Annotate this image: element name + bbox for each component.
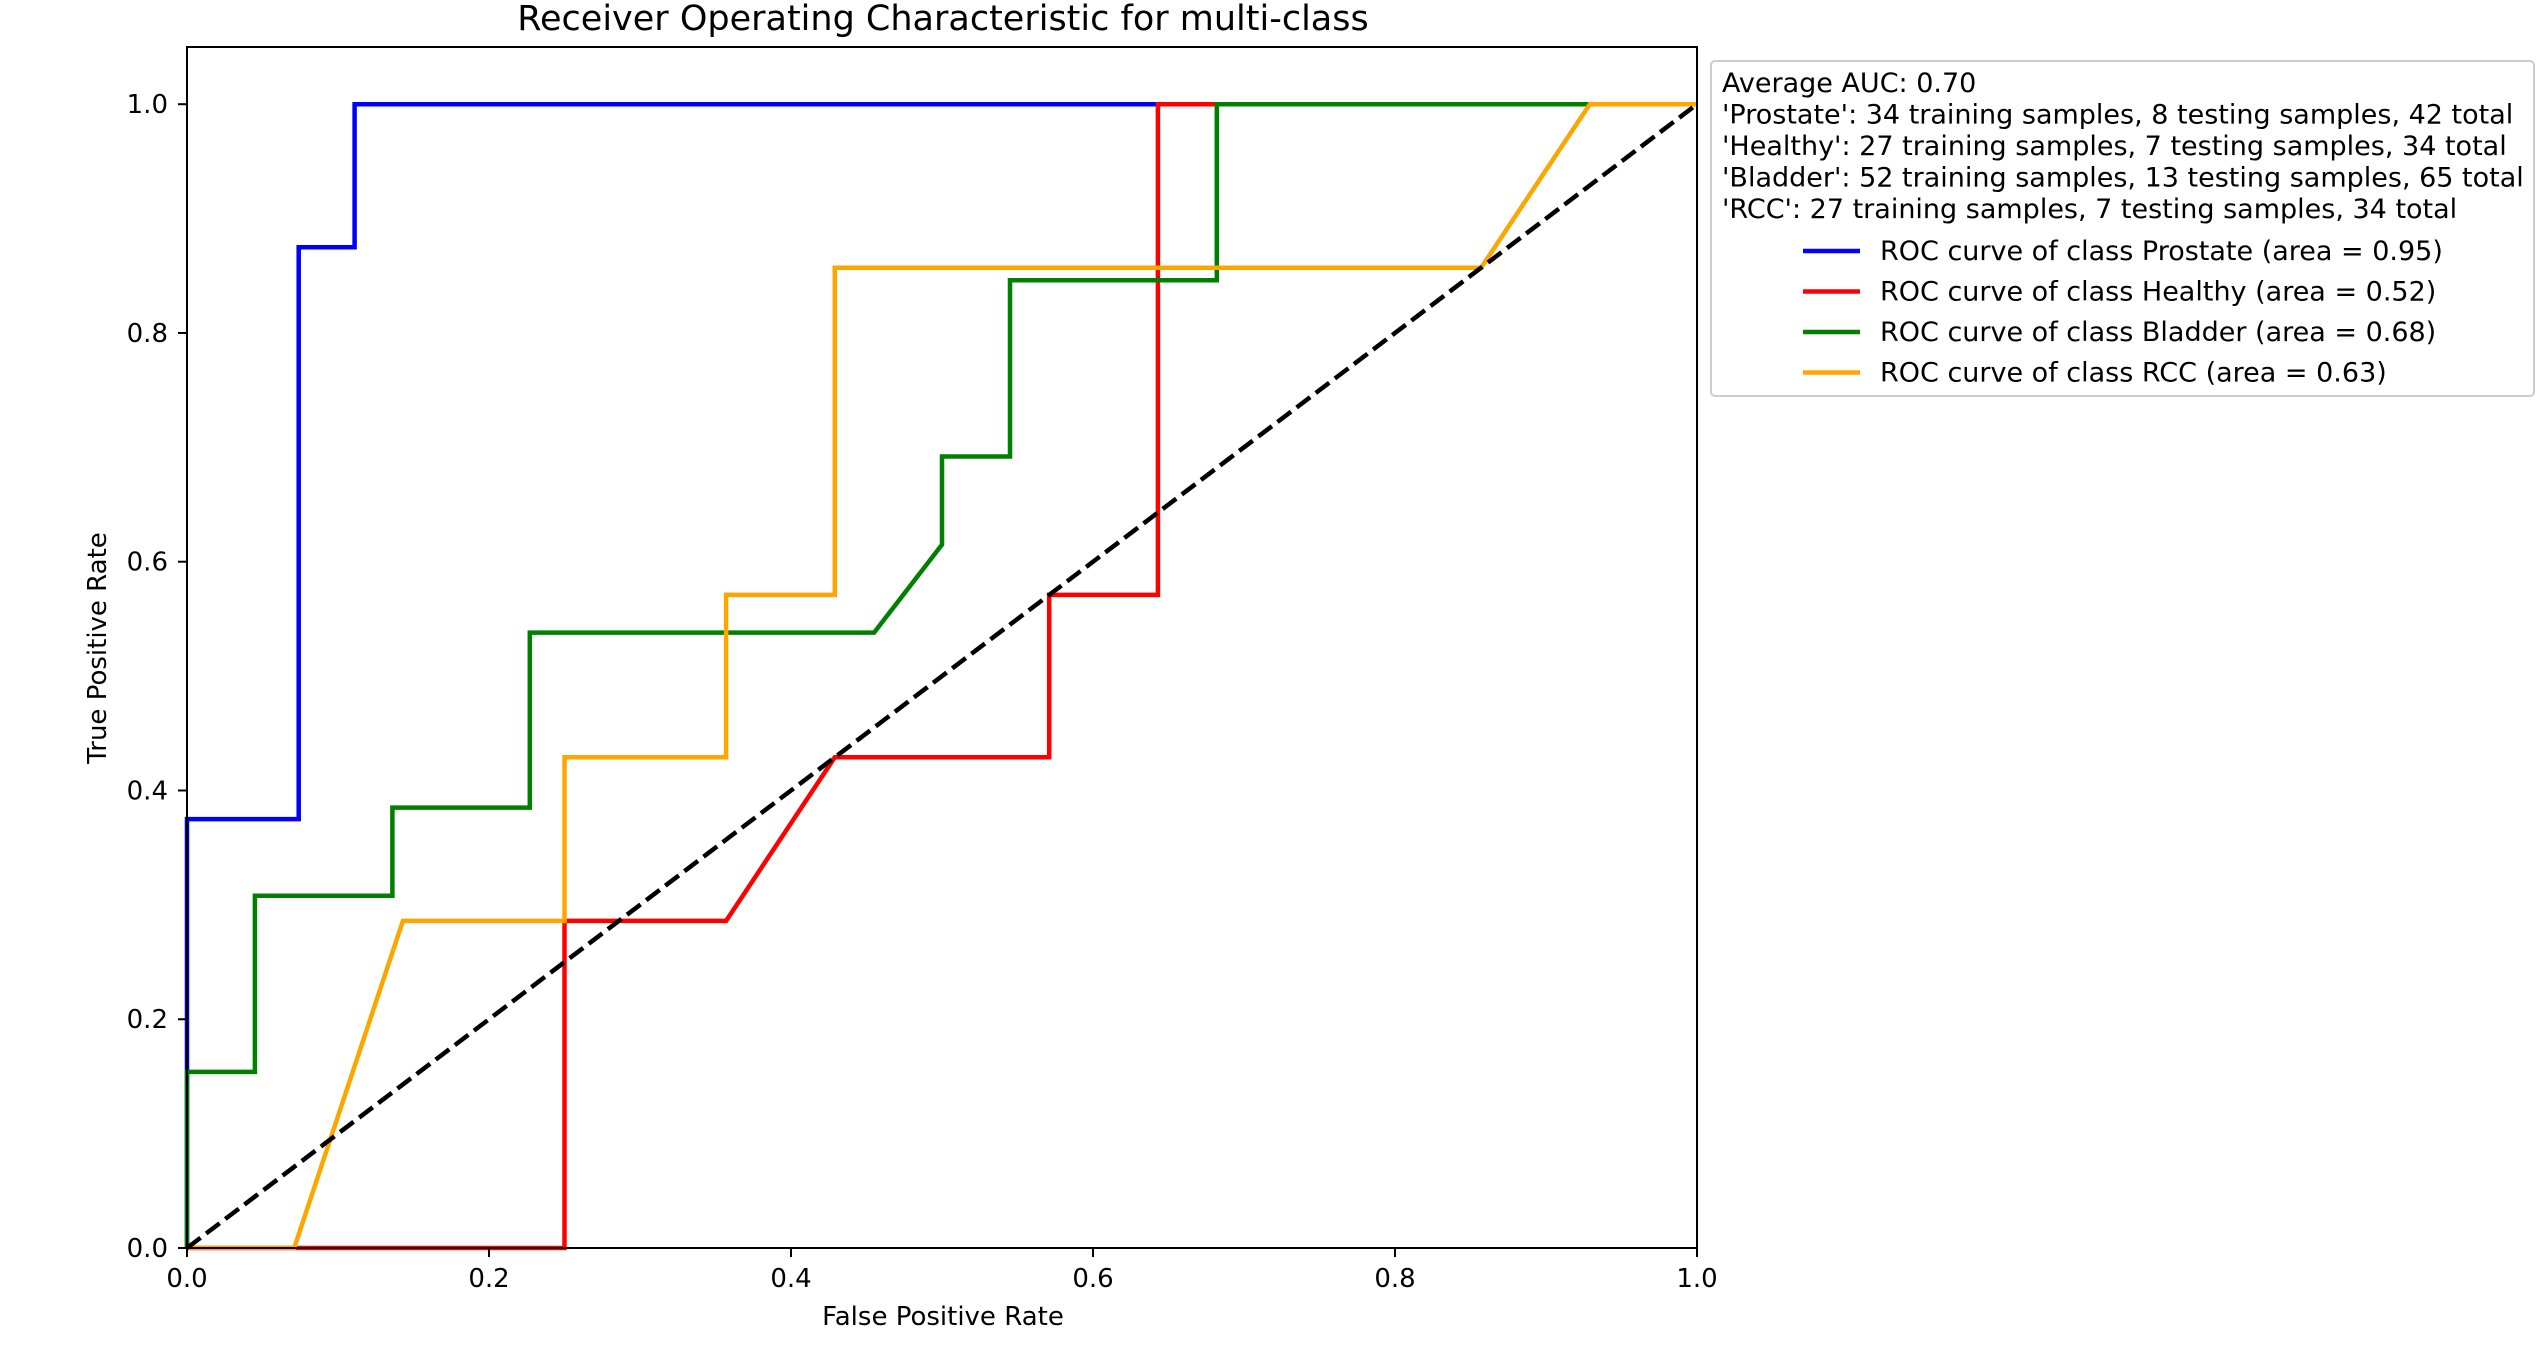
legend-box [1710,60,2535,397]
x-tick-label: 0.0 [166,1264,207,1294]
y-tick-label: 0.8 [127,319,168,349]
chart-title: Receiver Operating Characteristic for mu… [517,0,1368,39]
x-tick-label: 0.4 [770,1264,811,1294]
y-tick-label: 1.0 [127,90,168,120]
legend-note: Average AUC: 0.70 [1722,68,1976,99]
y-tick-label: 0.6 [127,548,168,578]
legend-note: 'RCC': 27 training samples, 7 testing sa… [1722,194,2457,225]
axes-frame [186,46,1698,1249]
series-line-3 [184,101,1697,1248]
y-tick-label: 0.0 [127,1234,168,1264]
legend-note: 'Prostate': 34 training samples, 8 testi… [1722,100,2513,131]
legend-entry-label: ROC curve of class Healthy (area = 0.52) [1880,277,2436,308]
series-line-2 [187,101,1697,1251]
legend-entry-label: ROC curve of class Bladder (area = 0.68) [1880,317,2436,348]
legend-entry-label: ROC curve of class Prostate (area = 0.95… [1880,236,2443,267]
y-axis-label: True Positive Rate [83,532,113,765]
series-line-4 [187,101,1697,1251]
x-tick-label: 0.8 [1374,1264,1415,1294]
x-tick-label: 0.6 [1072,1264,1113,1294]
plot-area [184,101,1699,1251]
x-tick-label: 1.0 [1676,1264,1717,1294]
x-axis-label: False Positive Rate [822,1302,1064,1332]
legend-note: 'Healthy': 27 training samples, 7 testin… [1722,131,2507,162]
chance-diagonal-line [185,102,1699,1250]
y-tick-label: 0.2 [127,1005,168,1035]
legend-entry-label: ROC curve of class RCC (area = 0.63) [1880,358,2387,389]
legend: Average AUC: 0.70'Prostate': 34 training… [1710,60,2535,397]
axes: 0.0 0.2 0.4 0.6 0.8 1.0 0.0 0.2 0.4 0.6 0.8 1.0 [127,46,1718,1294]
x-tick-label: 0.2 [468,1264,509,1294]
y-tick-label: 0.4 [127,776,168,806]
legend-note: 'Bladder': 52 training samples, 13 testi… [1722,163,2524,194]
